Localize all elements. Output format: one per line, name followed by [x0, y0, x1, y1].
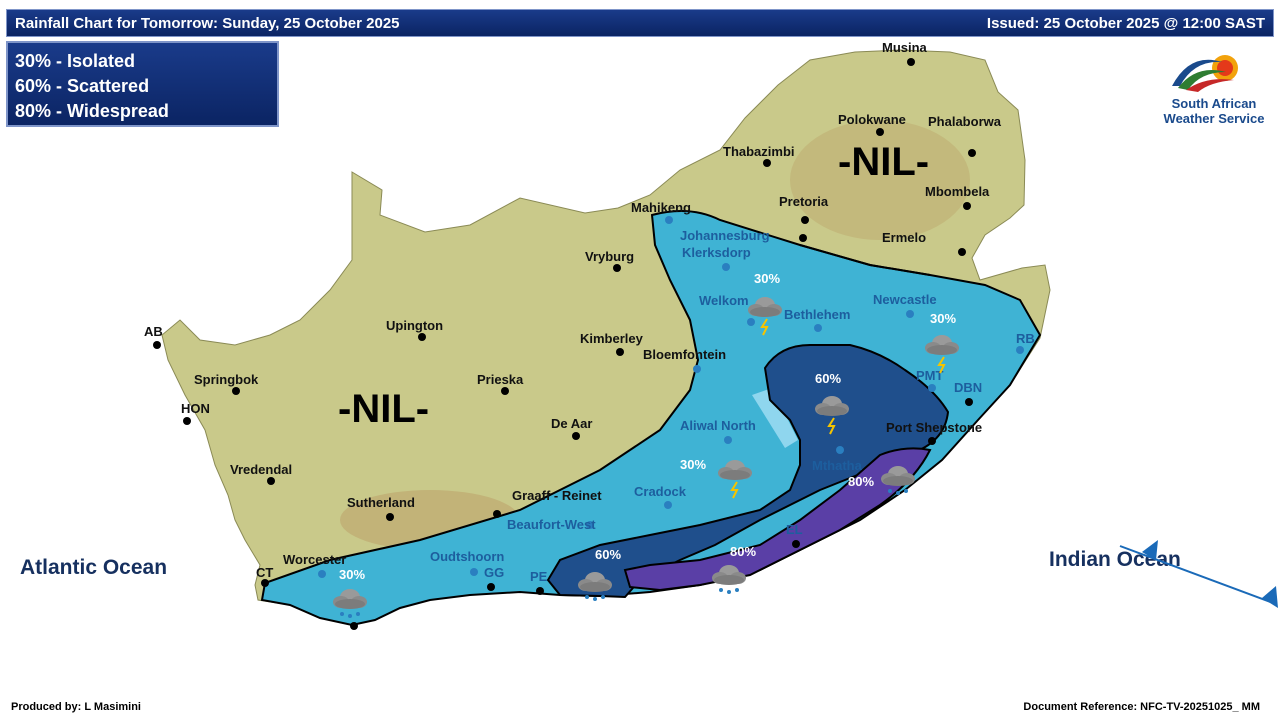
city-sutherland: Sutherland [347, 495, 415, 510]
city-pmt: PMT [916, 368, 944, 383]
pct-zone-west: 30% [339, 567, 365, 582]
city-dbn: DBN [954, 380, 982, 395]
city-phalaborwa: Phalaborwa [928, 114, 1002, 129]
produced-by: Produced by: L Masimini [11, 701, 141, 713]
legend-box: 30% - Isolated 60% - Scattered 80% - Wid… [6, 41, 279, 127]
city-mahikeng: Mahikeng [631, 200, 691, 215]
city-musina: Musina [882, 40, 928, 55]
city-graaff-reinet: Graaff - Reinet [512, 488, 602, 503]
pct-zone-widespread-coast: 80% [730, 544, 756, 559]
arrow-line [1119, 545, 1277, 605]
rain-cloud-icon [712, 565, 746, 594]
city-gg: GG [484, 565, 504, 580]
city-mthatha: Mthatha [812, 458, 863, 473]
city-beaufort-west: Beaufort-West [507, 517, 596, 532]
thunderstorm-icon [718, 460, 752, 499]
city-dots-blue [318, 216, 1024, 578]
city-kimberley: Kimberley [580, 331, 644, 346]
thunderstorm-icon [748, 297, 782, 336]
issued-time: Issued: 25 October 2025 @ 12:00 SAST [986, 15, 1265, 32]
city-bethlehem: Bethlehem [784, 307, 850, 322]
city-dots [153, 58, 976, 630]
city-welkom: Welkom [699, 293, 749, 308]
relief-east [790, 120, 970, 240]
city-worcester: Worcester [283, 552, 346, 567]
city-hon: HON [181, 401, 210, 416]
pct-zone-central: 30% [680, 457, 706, 472]
city-newcastle: Newcastle [873, 292, 937, 307]
pct-zone-north: 30% [754, 271, 780, 286]
city-oudtshoorn: Oudtshoorn [430, 549, 504, 564]
label-indian-ocean: Indian Ocean [1049, 548, 1181, 571]
city-pe: PE [530, 569, 548, 584]
city-vredendal: Vredendal [230, 462, 292, 477]
rain-cloud-icon [881, 466, 915, 495]
city-ermelo: Ermelo [882, 230, 926, 245]
city-prieska: Prieska [477, 372, 524, 387]
arrow-head-end-icon [1262, 586, 1278, 608]
city-springbok: Springbok [194, 372, 259, 387]
nil-label-west: -NIL- [338, 387, 429, 431]
zone-boundary-north [799, 244, 931, 276]
city-ct: CT [256, 565, 273, 580]
logo-line-1: South African [1171, 96, 1257, 111]
rain-cloud-icon [333, 589, 367, 618]
city-klerksdorp: Klerksdorp [682, 245, 751, 260]
header-bar: Rainfall Chart for Tomorrow: Sunday, 25 … [6, 9, 1274, 37]
rain-cloud-icon [578, 572, 612, 601]
saws-logo-icon [1172, 55, 1238, 92]
city-ab: AB [144, 324, 163, 339]
logo-line-2: Weather Service [1163, 111, 1265, 126]
legend-scattered: 60% - Scattered [15, 76, 150, 96]
saws-logo-text: South African Weather Service [1152, 96, 1276, 126]
pct-zone-scattered-north: 60% [815, 371, 841, 386]
city-thabazimbi: Thabazimbi [723, 144, 795, 159]
city-upington: Upington [386, 318, 443, 333]
nil-label-north: -NIL- [838, 140, 929, 184]
city-johannesburg: Johannesburg [680, 228, 770, 243]
city-port-shepstone: Port Shepstone [886, 420, 982, 435]
city-de-aar: De Aar [551, 416, 592, 431]
city-vryburg: Vryburg [585, 249, 634, 264]
pct-zone-kzn: 30% [930, 311, 956, 326]
document-reference: Document Reference: NFC-TV-20251025_ MM [1023, 701, 1260, 713]
chart-title: Rainfall Chart for Tomorrow: Sunday, 25 … [15, 15, 400, 32]
zone-80-widespread [623, 447, 932, 592]
city-polokwane: Polokwane [838, 112, 906, 127]
city-el: EL [786, 522, 803, 537]
pct-zone-scattered-south: 60% [595, 547, 621, 562]
arrow-head-start-icon [1142, 540, 1158, 560]
thunderstorm-icon [815, 396, 849, 435]
city-rb: RB [1016, 331, 1035, 346]
legend-widespread: 80% - Widespread [15, 101, 169, 121]
label-atlantic-ocean: Atlantic Ocean [20, 556, 167, 579]
legend-isolated: 30% - Isolated [15, 51, 136, 71]
thunderstorm-icon [925, 335, 959, 374]
city-cradock: Cradock [634, 484, 687, 499]
pct-zone-widespread-east: 80% [848, 474, 874, 489]
city-pretoria: Pretoria [779, 194, 829, 209]
city-mbombela: Mbombela [925, 184, 990, 199]
zone-light-patch [752, 388, 798, 448]
city-aliwal-north: Aliwal North [680, 418, 756, 433]
city-bloemfontein: Bloemfontein [643, 347, 726, 362]
